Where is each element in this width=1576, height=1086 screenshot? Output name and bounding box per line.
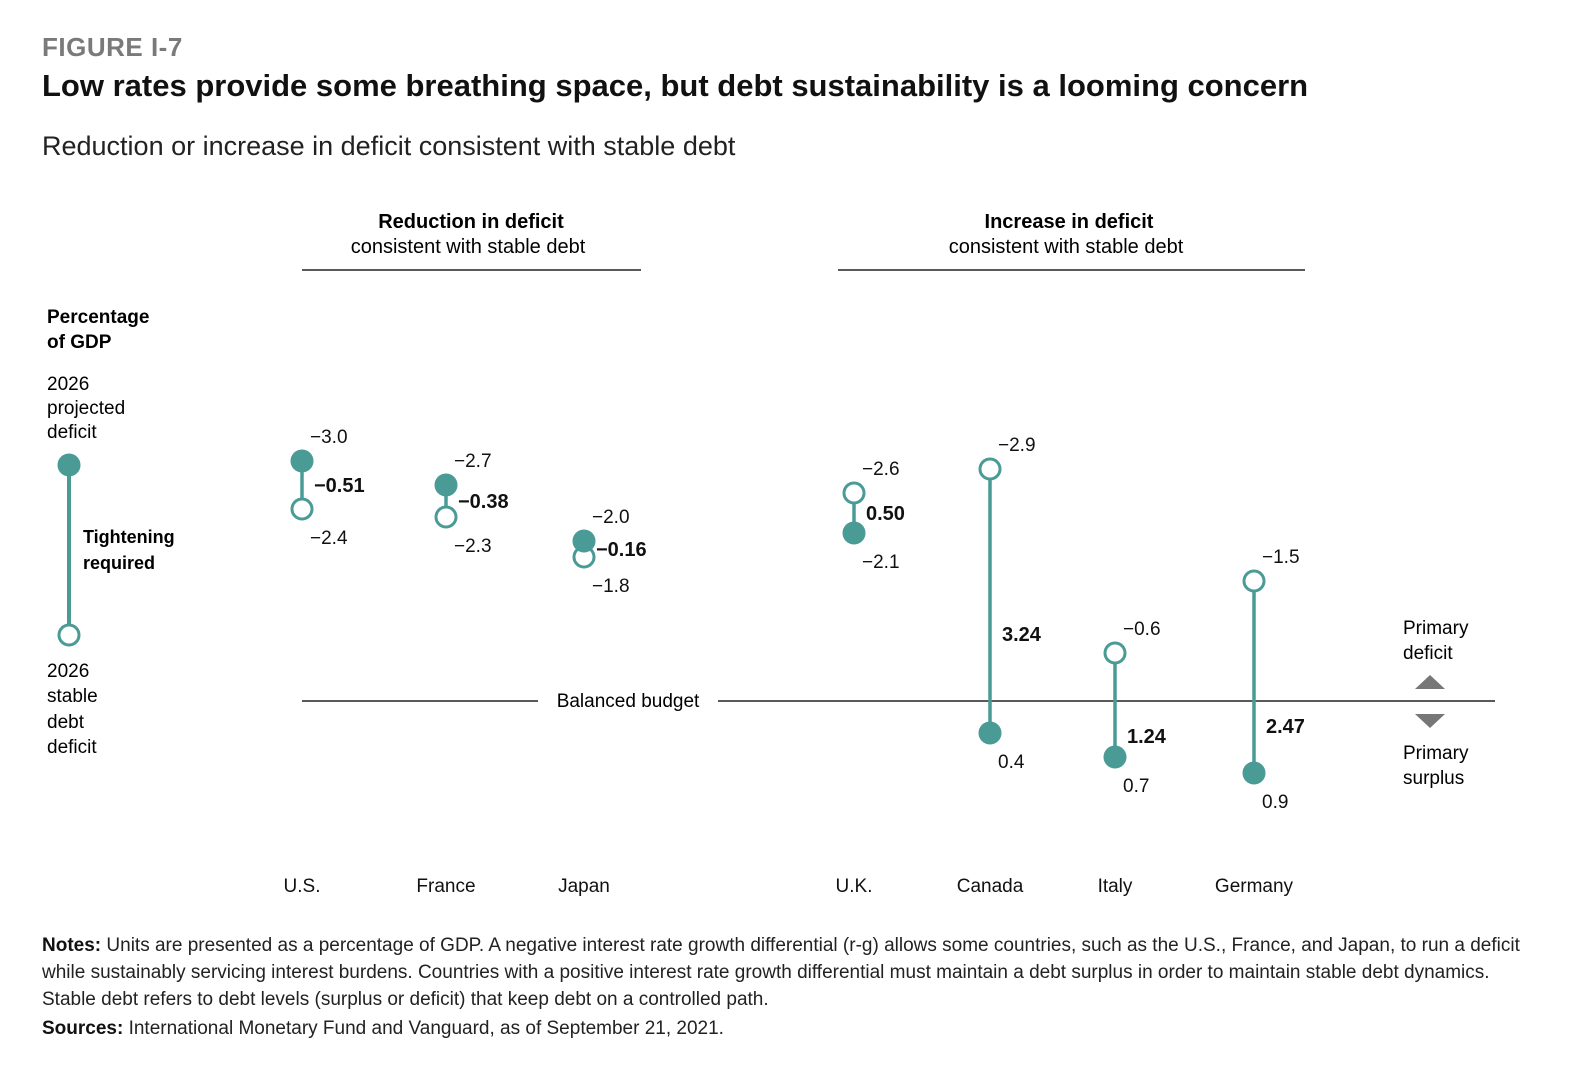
legend-projected-label: 2026 projected deficit [47,374,130,443]
value-label-bottom-us: −2.4 [310,528,348,549]
value-label-bottom-france: −2.3 [454,536,492,557]
group-reduction-title: Reduction in deficit [378,211,564,233]
diff-label-us: −0.51 [314,475,365,497]
value-label-bottom-japan: −1.8 [592,576,630,597]
value-label-top-italy: −0.6 [1123,619,1161,640]
stable-point-uk [842,481,866,505]
category-label-uk: U.K. [836,876,873,897]
legend-projected-marker [57,453,81,477]
stable-point-france [434,505,458,529]
category-label-italy: Italy [1098,876,1133,897]
chart-title: Low rates provide some breathing space, … [42,68,1309,103]
value-label-top-france: −2.7 [454,451,492,472]
category-label-canada: Canada [957,876,1024,897]
diff-label-japan: −0.16 [596,539,647,561]
legend-stable-marker [57,623,81,647]
down-arrow-icon [1415,714,1445,728]
category-label-germany: Germany [1215,876,1294,897]
projected-point-france [434,473,458,497]
value-label-bottom-italy: 0.7 [1123,776,1149,797]
group-increase-subtitle: consistent with stable debt [949,236,1184,258]
up-arrow-icon [1415,675,1445,689]
value-label-top-us: −3.0 [310,427,348,448]
figure-label: FIGURE I-7 [42,32,183,62]
diff-label-germany: 2.47 [1266,716,1305,738]
chart-marks: −3.0 −2.4 −0.51 U.S. −2.7 −2.3 −0.38 France −2.0… [284,427,1305,897]
stable-point-germany [1242,569,1266,593]
category-label-us: U.S. [284,876,321,897]
projected-point-canada [978,721,1002,745]
value-label-top-germany: −1.5 [1262,547,1300,568]
sources-label: Sources: [42,1018,124,1039]
notes-label: Notes: [42,935,102,956]
category-label-japan: Japan [558,876,610,897]
diff-label-france: −0.38 [458,491,509,513]
notes: Notes: Units are presented as a percenta… [42,932,1542,1013]
balanced-budget-label: Balanced budget [557,691,700,712]
diff-label-uk: 0.50 [866,503,905,525]
projected-point-italy [1103,745,1127,769]
sources-text: International Monetary Fund and Vanguard… [123,1018,724,1039]
category-label-france: France [416,876,475,897]
value-label-bottom-uk: −2.1 [862,552,900,573]
group-reduction-subtitle: consistent with stable debt [351,236,586,258]
legend-stable-label: 2026 stable debt deficit [47,661,103,758]
stable-point-italy [1103,641,1127,665]
value-label-bottom-canada: 0.4 [998,752,1025,773]
group-increase-title: Increase in deficit [985,211,1154,233]
diff-label-canada: 3.24 [1002,624,1042,646]
stable-point-us [290,497,314,521]
notes-text: Units are presented as a percentage of G… [42,935,1520,1010]
projected-point-uk [842,521,866,545]
value-label-top-uk: −2.6 [862,459,900,480]
legend-tightening-label: Tightening required [83,527,180,573]
dumbbell-chart: Reduction in deficit consistent with sta… [47,211,1495,897]
projected-point-germany [1242,761,1266,785]
chart-subtitle: Reduction or increase in deficit consist… [42,131,736,161]
sources: Sources: International Monetary Fund and… [42,1018,724,1040]
primary-surplus-label: Primary surplus [1403,743,1474,789]
value-label-bottom-germany: 0.9 [1262,792,1288,813]
legend-heading: Percentage of GDP [47,307,155,353]
value-label-top-canada: −2.9 [998,435,1036,456]
stable-point-canada [978,457,1002,481]
diff-label-italy: 1.24 [1127,726,1167,748]
value-label-top-japan: −2.0 [592,507,630,528]
projected-point-us [290,449,314,473]
primary-deficit-label: Primary deficit [1403,618,1474,664]
projected-point-japan [572,529,596,553]
